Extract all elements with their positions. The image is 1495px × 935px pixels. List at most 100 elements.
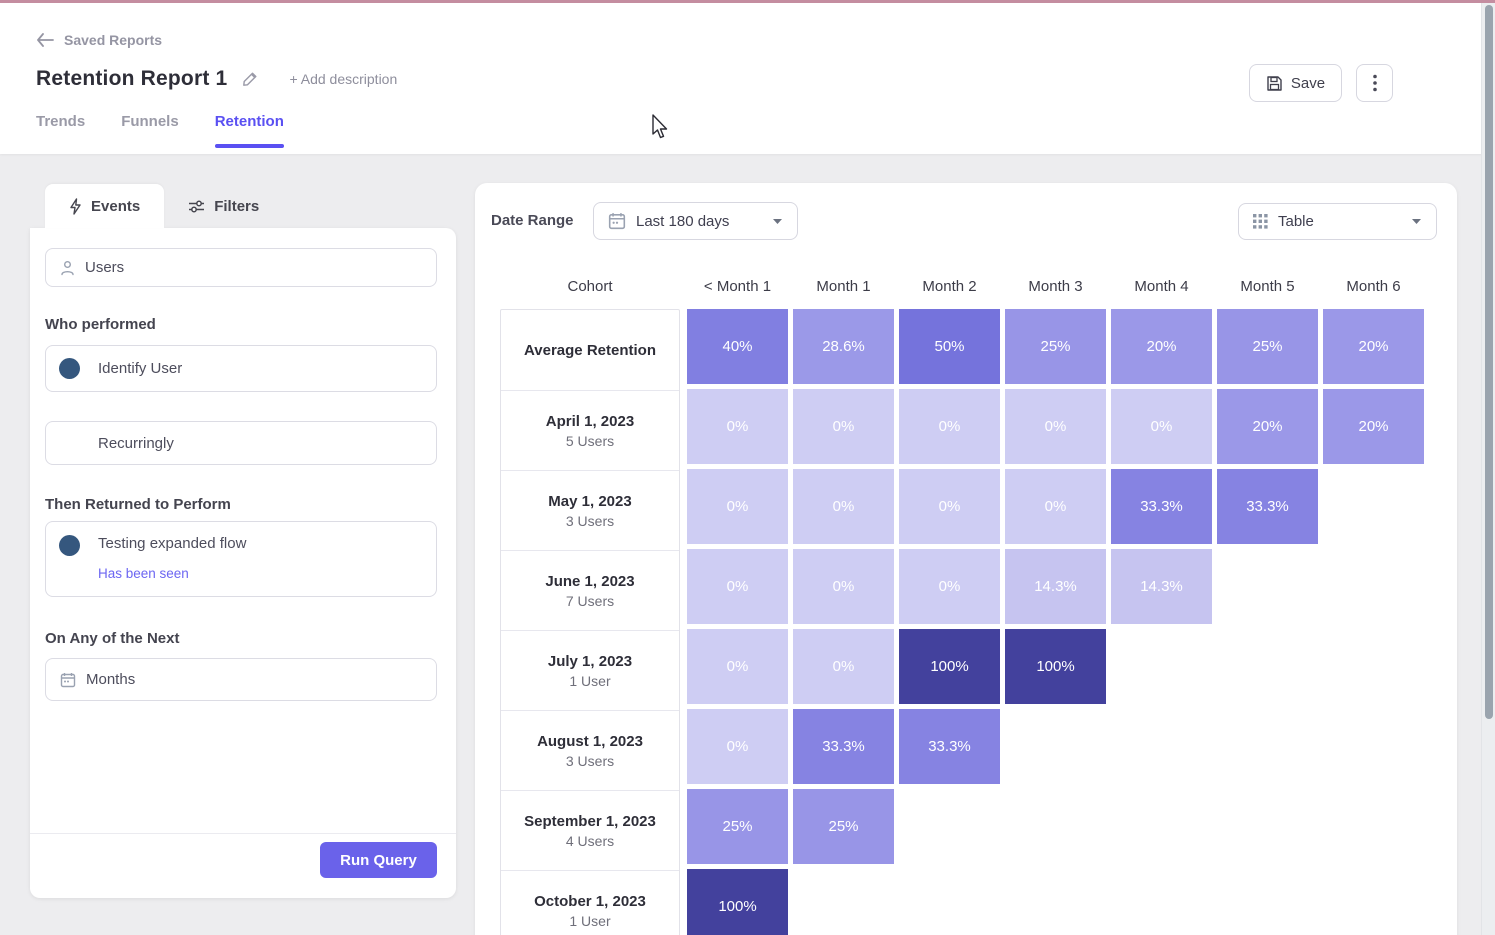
retention-cell[interactable]: 0% [793, 469, 894, 544]
cohort-label: October 1, 2023 1 User [501, 870, 679, 935]
retention-cell[interactable]: 0% [793, 549, 894, 624]
recurringly-selector[interactable]: Recurringly [45, 421, 437, 465]
cohort-label: July 1, 2023 1 User [501, 630, 679, 710]
cohort-name: June 1, 2023 [545, 572, 635, 590]
query-builder-panel: Users Who performed Identify User Recurr… [30, 228, 456, 898]
retention-cell[interactable]: 0% [687, 469, 788, 544]
retention-cell[interactable]: 0% [899, 469, 1000, 544]
retention-cell[interactable]: 14.3% [1005, 549, 1106, 624]
column-header-month: < Month 1 [703, 278, 772, 295]
retention-cell[interactable]: 33.3% [793, 709, 894, 784]
cohort-label: June 1, 2023 7 Users [501, 550, 679, 630]
top-accent-bar [0, 0, 1495, 3]
users-selector-label: Users [85, 259, 125, 276]
retention-cell[interactable]: 0% [793, 389, 894, 464]
grid-icon [1253, 214, 1268, 229]
cohort-user-count: 7 Users [565, 592, 615, 609]
retention-cell[interactable]: 100% [899, 629, 1000, 704]
retention-cell[interactable]: 33.3% [1111, 469, 1212, 544]
retention-cell[interactable]: 100% [1005, 629, 1106, 704]
column-header-month: Month 4 [1134, 278, 1189, 295]
months-selector[interactable]: Months [45, 658, 437, 701]
retention-cell[interactable]: 28.6% [793, 309, 894, 384]
back-to-saved-reports[interactable]: Saved Reports [36, 32, 162, 48]
retention-cell[interactable]: 0% [899, 389, 1000, 464]
cohort-name: Average Retention [524, 341, 656, 359]
column-header-month: Month 3 [1028, 278, 1083, 295]
retention-cell[interactable]: 25% [793, 789, 894, 864]
then-returned-label: Then Returned to Perform [45, 496, 231, 513]
column-header-cohort: Cohort [567, 278, 613, 295]
cohort-user-count: 4 Users [565, 832, 615, 849]
kebab-menu-icon [1372, 74, 1377, 92]
retention-cell[interactable]: 50% [899, 309, 1000, 384]
retention-cell[interactable]: 0% [793, 629, 894, 704]
cohort-label: Average Retention [501, 310, 679, 390]
save-floppy-icon [1266, 75, 1283, 92]
back-label: Saved Reports [64, 32, 163, 48]
cohort-name: October 1, 2023 [534, 892, 646, 910]
person-icon [60, 260, 75, 276]
tab-retention[interactable]: Retention [214, 113, 285, 148]
date-range-label: Date Range [491, 212, 574, 229]
tab-trends[interactable]: Trends [36, 113, 86, 130]
retention-cell[interactable]: 20% [1217, 389, 1318, 464]
tab-events-label: Events [91, 197, 141, 215]
tab-events[interactable]: Events [45, 184, 165, 228]
who-performed-label: Who performed [45, 316, 156, 333]
users-selector[interactable]: Users [45, 248, 437, 287]
cohort-label: May 1, 2023 3 Users [501, 470, 679, 550]
cohort-label-column: Average Retention April 1, 2023 5 Users May… [500, 309, 680, 935]
cohort-user-count: 1 User [569, 672, 611, 689]
cohort-name: July 1, 2023 [547, 652, 633, 670]
retention-cell[interactable]: 33.3% [899, 709, 1000, 784]
cohort-user-count: 3 Users [565, 512, 615, 529]
query-panel-tabs: Events Filters [45, 184, 283, 228]
scrollbar-thumb[interactable] [1485, 5, 1493, 719]
date-range-dropdown[interactable]: Last 180 days [593, 202, 798, 240]
retention-cell[interactable]: 0% [1005, 389, 1106, 464]
view-type-dropdown[interactable]: Table [1238, 203, 1437, 240]
retention-cell[interactable]: 0% [687, 549, 788, 624]
cohort-name: August 1, 2023 [537, 732, 643, 750]
has-been-seen-link[interactable]: Has been seen [98, 566, 189, 581]
retention-cell[interactable]: 0% [1111, 389, 1212, 464]
retention-cell[interactable]: 0% [687, 709, 788, 784]
save-button[interactable]: Save [1249, 64, 1342, 102]
return-event-box[interactable]: Testing expanded flow Has been seen [45, 521, 437, 597]
cohort-label: August 1, 2023 3 Users [501, 710, 679, 790]
tab-funnels[interactable]: Funnels [121, 113, 179, 130]
retention-cell[interactable]: 0% [687, 389, 788, 464]
back-arrow-icon [36, 33, 54, 47]
months-selector-label: Months [86, 671, 136, 688]
identify-user-label: Identify User [98, 360, 183, 377]
retention-cell[interactable]: 20% [1111, 309, 1212, 384]
column-header-month: Month 2 [922, 278, 977, 295]
view-type-value: Table [1278, 213, 1314, 230]
retention-cell[interactable]: 20% [1323, 309, 1424, 384]
return-event-label: Testing expanded flow [98, 535, 247, 552]
identify-user-event[interactable]: Identify User [45, 345, 437, 392]
retention-cell[interactable]: 14.3% [1111, 549, 1212, 624]
cohort-name: May 1, 2023 [548, 492, 632, 510]
retention-cell[interactable]: 0% [1005, 469, 1106, 544]
retention-cell[interactable]: 100% [687, 869, 788, 935]
recurringly-label: Recurringly [98, 434, 174, 452]
scrollbar-track[interactable] [1481, 3, 1495, 935]
tab-filters[interactable]: Filters [164, 184, 283, 228]
retention-cell[interactable]: 0% [687, 629, 788, 704]
add-description-button[interactable]: + Add description [289, 71, 398, 87]
retention-cell[interactable]: 25% [687, 789, 788, 864]
retention-cell[interactable]: 40% [687, 309, 788, 384]
retention-cell[interactable]: 25% [1005, 309, 1106, 384]
retention-cell[interactable]: 25% [1217, 309, 1318, 384]
run-query-button[interactable]: Run Query [320, 842, 437, 878]
cohort-name: September 1, 2023 [524, 812, 656, 830]
retention-cell[interactable]: 33.3% [1217, 469, 1318, 544]
edit-title-pencil-icon[interactable] [241, 70, 259, 88]
retention-cell[interactable]: 20% [1323, 389, 1424, 464]
calendar-icon [608, 212, 626, 230]
retention-cell[interactable]: 0% [899, 549, 1000, 624]
event-color-dot [59, 358, 80, 379]
more-options-button[interactable] [1356, 64, 1393, 102]
